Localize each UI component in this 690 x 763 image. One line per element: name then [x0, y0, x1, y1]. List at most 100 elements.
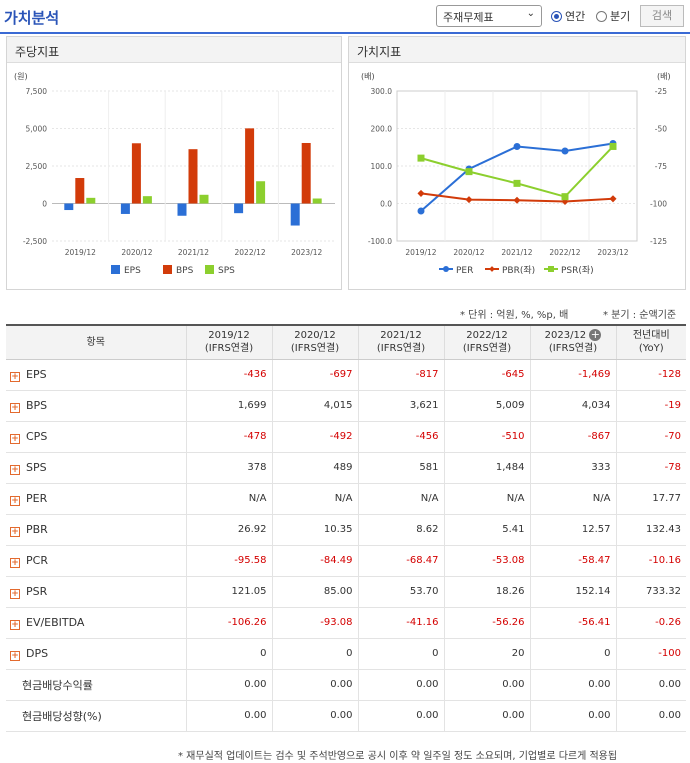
table-row: + CPS -478 -492 -456 -510 -867 -70 [6, 421, 686, 453]
expand-icon[interactable]: + [10, 402, 20, 413]
cell-value: 489 [272, 452, 359, 484]
legend-label: PER [456, 266, 473, 276]
cell-value: 4,034 [530, 390, 617, 422]
bar-x-tick: 2019/12 [65, 248, 96, 257]
cell-value: 581 [358, 452, 445, 484]
radio-annual-label: 연간 [565, 10, 586, 23]
bar-bps [301, 142, 311, 204]
row-name: PSR [26, 584, 48, 598]
line-unit-left: (배) [361, 72, 375, 81]
row-label[interactable]: + DPS [6, 638, 187, 670]
page-header: 가치분석 주재무제표 ⌄ 연간 분기 검색 [0, 0, 690, 34]
quarter-note: * 분기 : 순액기준 [603, 310, 677, 321]
cell-value: 18.26 [444, 576, 531, 608]
expand-icon[interactable]: + [10, 526, 20, 537]
cell-value: 10.35 [272, 514, 359, 546]
psr-point [417, 154, 425, 162]
row-label[interactable]: + CPS [6, 421, 187, 453]
table-row: + PCR -95.58 -84.49 -68.47 -53.08 -58.47 -10.16 [6, 545, 686, 577]
cell-value: 0.00 [444, 669, 531, 701]
cell-value: 0.00 [186, 669, 273, 701]
cell-value: -58.47 [530, 545, 617, 577]
bar-x-tick: 2022/12 [235, 248, 266, 257]
series-line-2 [420, 145, 614, 198]
row-label[interactable]: + PSR [6, 576, 187, 608]
cell-value: -10.16 [616, 545, 686, 577]
cell-value: 5.41 [444, 514, 531, 546]
psr-point [513, 179, 521, 187]
bar-y-tick: -2,500 [23, 237, 47, 246]
row-label: 현금배당수익률 [6, 669, 187, 701]
expand-icon[interactable]: + [10, 464, 20, 475]
cell-value: -510 [444, 421, 531, 453]
line-unit-right: (배) [657, 72, 671, 81]
expand-icon[interactable]: + [10, 619, 20, 630]
cell-value: 0.00 [616, 700, 686, 732]
line-y-tick-right: -100 [650, 200, 667, 209]
legend-label: PSR(좌) [561, 265, 594, 276]
cell-value: -478 [186, 421, 273, 453]
expand-icon[interactable]: + [10, 588, 20, 599]
cell-value: -817 [358, 359, 445, 391]
bar-eps [120, 203, 130, 214]
radio-quarter-label: 분기 [610, 10, 631, 23]
psr-point [465, 168, 473, 176]
table-row: + SPS 378 489 581 1,484 333 -78 [6, 452, 686, 484]
row-label[interactable]: + SPS [6, 452, 187, 484]
radio-quarter[interactable]: 분기 [596, 8, 630, 24]
cell-value: N/A [272, 483, 359, 515]
table-row: + PER N/A N/A N/A N/A N/A 17.77 [6, 483, 686, 515]
line-y-tick-right: -75 [655, 162, 667, 171]
legend-label: BPS [176, 266, 194, 276]
cell-value: 0.00 [530, 669, 617, 701]
bar-eps [290, 203, 300, 226]
header-2020: 2020/12 (IFRS연결) [272, 325, 359, 360]
legend-swatch [205, 265, 214, 274]
cell-value: 0.00 [616, 669, 686, 701]
cell-value: -19 [616, 390, 686, 422]
row-label[interactable]: + EPS [6, 359, 187, 391]
table-row: + EV/EBITDA -106.26 -93.08 -41.16 -56.26 -56.4… [6, 607, 686, 639]
legend-swatch [163, 265, 172, 274]
cell-value: -867 [530, 421, 617, 453]
table-row: + DPS 0 0 0 20 0 -100 [6, 638, 686, 670]
cell-value: 0 [530, 638, 617, 670]
cell-value: -128 [616, 359, 686, 391]
per-share-chart: (원) 7,500 5,000 2,500 0 -2,500 2019/12 2020/12… [14, 72, 335, 276]
cell-value: -70 [616, 421, 686, 453]
expand-icon[interactable]: + [10, 371, 20, 382]
cell-value: 4,015 [272, 390, 359, 422]
row-name: EV/EBITDA [26, 615, 85, 629]
bar-bps [131, 143, 141, 204]
line-x-tick: 2021/12 [501, 248, 532, 257]
header-2019-period: 2019/12 [208, 330, 250, 342]
table-row: 현금배당수익률 0.00 0.00 0.00 0.00 0.00 0.00 [6, 669, 686, 701]
row-label[interactable]: + BPS [6, 390, 187, 422]
row-name: 현금배당성향(%) [22, 709, 102, 723]
expand-icon[interactable]: + [10, 433, 20, 444]
expand-icon[interactable]: + [10, 557, 20, 568]
expand-icon[interactable]: + [10, 650, 20, 661]
cell-value: 0 [272, 638, 359, 670]
table-row: + PSR 121.05 85.00 53.70 18.26 152.14 733.32 [6, 576, 686, 608]
unit-note: * 단위 : 억원, %, %p, 배 [460, 310, 569, 321]
statement-select[interactable]: 주재무제표 ⌄ [436, 5, 542, 27]
cell-value: 8.62 [358, 514, 445, 546]
footnote: * 재무실적 업데이트는 검수 및 주석반영으로 공시 이후 약 일주일 정도 … [178, 751, 618, 762]
row-label[interactable]: + PBR [6, 514, 187, 546]
bar-eps [234, 203, 244, 214]
line-x-tick: 2023/12 [597, 248, 628, 257]
line-y-tick-left: 200.0 [371, 125, 393, 134]
value-panel: 가치지표 (배) (배) 300.0 -25 200.0 -50 100.0 -75 0.0… [348, 36, 686, 290]
radio-annual[interactable]: 연간 [551, 8, 585, 24]
row-label[interactable]: + PCR [6, 545, 187, 577]
line-y-tick-left: 300.0 [371, 87, 393, 96]
row-label[interactable]: + PER [6, 483, 187, 515]
row-label[interactable]: + EV/EBITDA [6, 607, 187, 639]
cell-value: 152.14 [530, 576, 617, 608]
cell-value: 0.00 [272, 669, 359, 701]
cell-value: -84.49 [272, 545, 359, 577]
add-column-icon[interactable]: + [589, 328, 602, 342]
search-button[interactable]: 검색 [640, 5, 684, 27]
expand-icon[interactable]: + [10, 495, 20, 506]
